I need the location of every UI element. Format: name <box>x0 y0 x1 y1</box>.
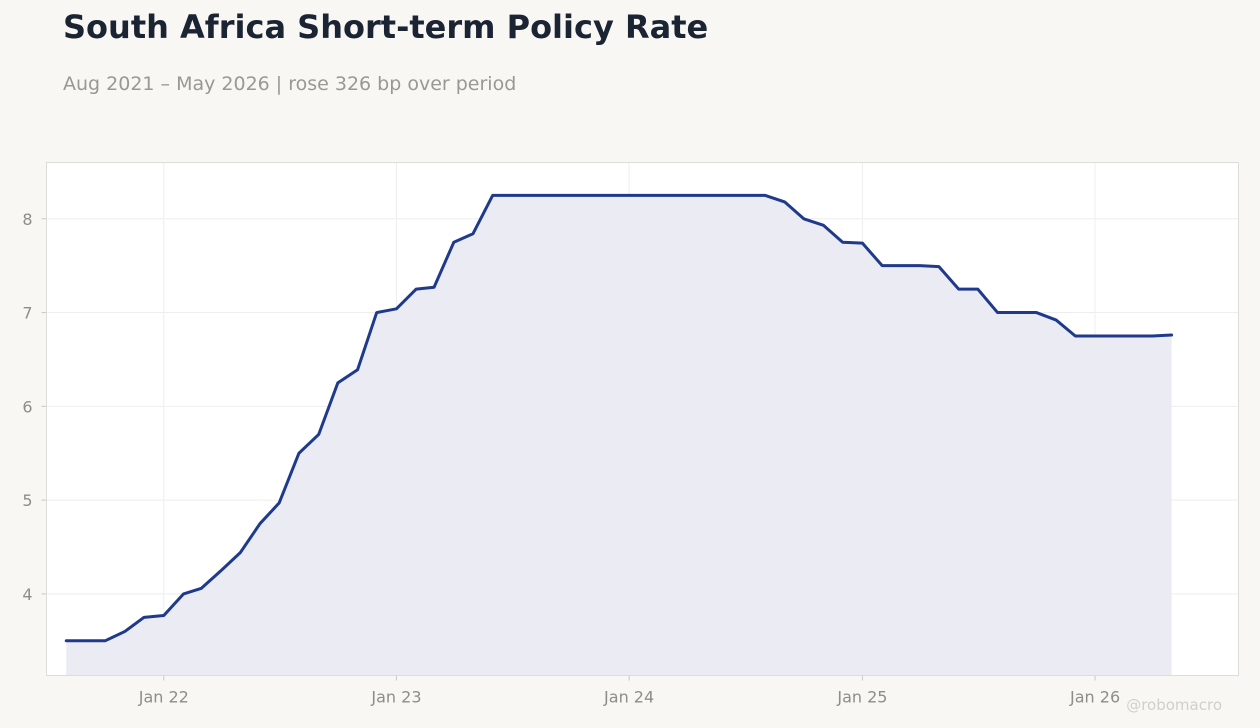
x-tick-label: Jan 23 <box>370 688 421 707</box>
x-tick-label: Jan 26 <box>1069 688 1120 707</box>
y-tick-label: 5 <box>22 491 32 510</box>
plot-border <box>46 162 1239 676</box>
y-tick-label: 8 <box>22 210 32 229</box>
series-area-fill <box>66 195 1172 676</box>
y-tick-label: 6 <box>22 397 32 416</box>
watermark: @robomacro <box>1126 696 1222 714</box>
axis-ticks: 4 5 6 7 8 Jan 22 Jan 23 Jan 24 Jan 25 Jan 26 <box>22 210 1120 707</box>
y-tick-label: 7 <box>22 304 32 323</box>
chart-title: South Africa Short-term Policy Rate <box>63 8 709 46</box>
series-line <box>64 193 1174 643</box>
x-tick-label: Jan 25 <box>836 688 887 707</box>
y-tick-label: 4 <box>22 585 32 604</box>
x-tick-label: Jan 22 <box>138 688 189 707</box>
x-tick-label: Jan 24 <box>603 688 654 707</box>
chart-subtitle: Aug 2021 – May 2026 | rose 326 bp over p… <box>63 73 517 95</box>
